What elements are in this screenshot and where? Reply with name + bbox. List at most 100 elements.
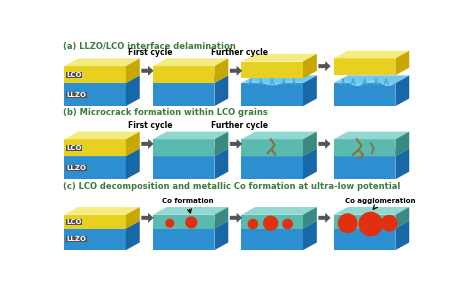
Polygon shape [214, 149, 228, 179]
Circle shape [166, 219, 173, 227]
Polygon shape [64, 156, 126, 179]
Circle shape [248, 219, 257, 229]
Polygon shape [334, 83, 395, 106]
Polygon shape [66, 71, 82, 78]
Polygon shape [214, 207, 228, 229]
Polygon shape [126, 149, 140, 179]
Text: (a) LLZO/LCO interface delamination: (a) LLZO/LCO interface delamination [63, 42, 236, 51]
Polygon shape [303, 207, 317, 229]
Polygon shape [153, 221, 228, 229]
Circle shape [338, 214, 357, 232]
Polygon shape [141, 139, 154, 149]
Text: Further cycle: Further cycle [210, 48, 268, 57]
Polygon shape [319, 139, 331, 149]
Polygon shape [126, 132, 140, 156]
Polygon shape [141, 213, 154, 223]
Polygon shape [241, 215, 303, 229]
Polygon shape [153, 139, 214, 156]
Polygon shape [334, 80, 395, 86]
Polygon shape [334, 58, 395, 75]
Polygon shape [153, 66, 214, 83]
Polygon shape [334, 215, 395, 229]
Polygon shape [66, 219, 82, 225]
Polygon shape [241, 83, 303, 106]
Polygon shape [334, 75, 409, 83]
Polygon shape [303, 75, 317, 106]
Polygon shape [230, 66, 242, 76]
Polygon shape [153, 58, 228, 66]
Text: LLZO: LLZO [66, 165, 86, 171]
Polygon shape [334, 221, 409, 229]
Polygon shape [64, 58, 140, 66]
Polygon shape [214, 132, 228, 156]
Text: Co agglomeration: Co agglomeration [345, 198, 415, 209]
Polygon shape [64, 229, 126, 250]
Polygon shape [334, 51, 409, 58]
Text: (c) LCO decomposition and metallic Co formation at ultra-low potential: (c) LCO decomposition and metallic Co fo… [63, 182, 400, 191]
Polygon shape [334, 156, 395, 179]
Polygon shape [153, 215, 214, 229]
Polygon shape [395, 132, 409, 156]
Polygon shape [126, 207, 140, 229]
Text: LCO: LCO [66, 72, 82, 77]
Polygon shape [153, 229, 214, 250]
Polygon shape [241, 132, 317, 139]
Polygon shape [319, 213, 331, 223]
Polygon shape [241, 229, 303, 250]
Polygon shape [64, 139, 126, 156]
Polygon shape [153, 207, 228, 215]
Polygon shape [126, 221, 140, 250]
Polygon shape [241, 221, 317, 229]
Polygon shape [395, 51, 409, 75]
Circle shape [264, 216, 278, 230]
Polygon shape [241, 139, 303, 156]
Polygon shape [214, 75, 228, 106]
Circle shape [186, 217, 197, 228]
Polygon shape [64, 149, 140, 156]
Polygon shape [334, 139, 395, 156]
Polygon shape [334, 132, 409, 139]
Text: LLZO: LLZO [66, 92, 86, 98]
Polygon shape [64, 215, 126, 229]
Polygon shape [241, 156, 303, 179]
Circle shape [283, 219, 292, 229]
Polygon shape [303, 149, 317, 179]
Polygon shape [153, 83, 214, 106]
Polygon shape [64, 75, 140, 83]
Polygon shape [334, 229, 395, 250]
Polygon shape [64, 221, 140, 229]
Polygon shape [214, 221, 228, 250]
Text: LCO: LCO [66, 145, 82, 151]
Polygon shape [66, 236, 87, 242]
Polygon shape [64, 66, 126, 83]
Polygon shape [66, 92, 87, 98]
Circle shape [359, 213, 383, 236]
Polygon shape [334, 207, 409, 215]
Polygon shape [230, 139, 242, 149]
Polygon shape [66, 165, 87, 171]
Polygon shape [395, 149, 409, 179]
Polygon shape [66, 145, 82, 151]
Polygon shape [214, 58, 228, 83]
Polygon shape [153, 132, 228, 139]
Text: LCO: LCO [66, 219, 82, 225]
Circle shape [382, 215, 397, 231]
Polygon shape [241, 81, 303, 85]
Text: Co formation: Co formation [162, 198, 213, 213]
Polygon shape [319, 61, 331, 71]
Polygon shape [241, 75, 317, 83]
Polygon shape [241, 207, 317, 215]
Polygon shape [395, 75, 409, 106]
Polygon shape [395, 221, 409, 250]
Polygon shape [241, 149, 317, 156]
Polygon shape [64, 83, 126, 106]
Polygon shape [126, 75, 140, 106]
Text: First cycle: First cycle [128, 121, 173, 130]
Polygon shape [153, 156, 214, 179]
Text: Further cycle: Further cycle [210, 121, 268, 130]
Polygon shape [303, 132, 317, 156]
Text: LLZO: LLZO [66, 236, 86, 242]
Text: (b) Microcrack formation within LCO grains: (b) Microcrack formation within LCO grai… [63, 109, 267, 118]
Polygon shape [303, 54, 317, 78]
Polygon shape [395, 207, 409, 229]
